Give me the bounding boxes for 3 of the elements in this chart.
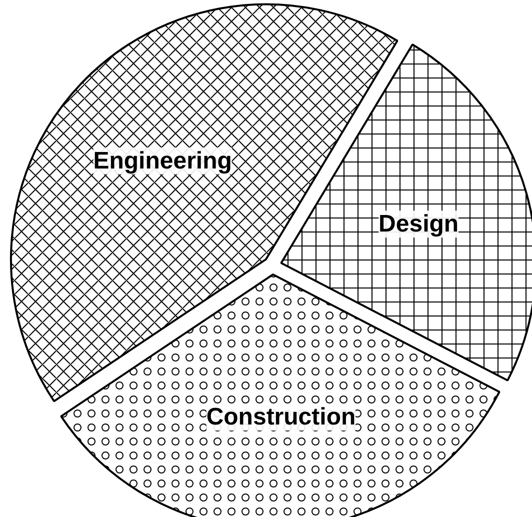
slice-label: Construction (206, 404, 356, 431)
slice-label: Engineering (93, 147, 232, 174)
slice-label: Design (378, 210, 459, 238)
